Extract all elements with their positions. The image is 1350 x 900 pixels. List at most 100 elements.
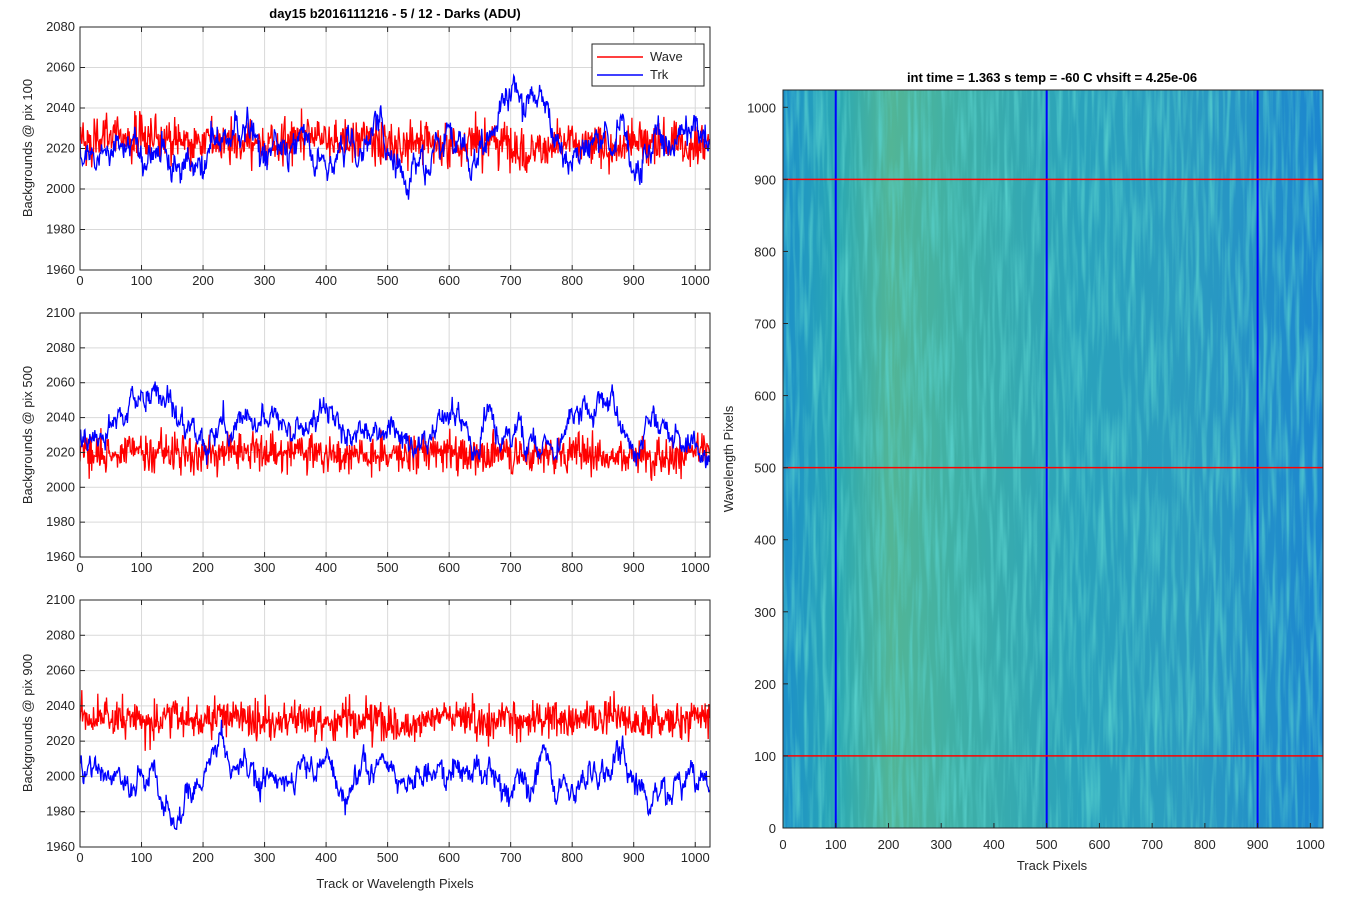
ticks-2: 0 100 200 300 400 500 600 700 800 900 1000 1960 1980… — [46, 305, 710, 575]
x-tick-label: 900 — [623, 560, 645, 575]
heatmap-y-tick-label: 100 — [754, 749, 776, 764]
x-tick-label: 500 — [377, 273, 399, 288]
x-tick-label: 1000 — [681, 850, 710, 865]
x-tick-label: 100 — [131, 273, 153, 288]
plot-lines-2 — [80, 381, 710, 481]
series-wave-line — [80, 108, 710, 175]
x-tick-label: 800 — [561, 560, 583, 575]
heatmap-y-tick-label: 400 — [754, 533, 776, 548]
heatmap-y-tick-label: 200 — [754, 677, 776, 692]
y-axis-label-3: Backgrounds @ pix 900 — [20, 654, 35, 792]
x-tick-label: 900 — [623, 850, 645, 865]
x-tick-label: 700 — [500, 560, 522, 575]
chart-title: day15 b2016111216 - 5 / 12 - Darks (ADU) — [269, 6, 520, 21]
heatmap-y-tick-label: 1000 — [747, 100, 776, 115]
y-axis-label-1: Backgrounds @ pix 100 — [20, 79, 35, 217]
x-tick-label: 1000 — [681, 560, 710, 575]
series-trk-line — [80, 381, 710, 469]
x-tick-label: 500 — [377, 850, 399, 865]
heatmap-x-tick-label: 900 — [1247, 837, 1269, 852]
axes-frame-2 — [79, 312, 711, 558]
x-tick-label: 100 — [131, 560, 153, 575]
y-tick-label: 2060 — [46, 60, 75, 75]
plot-lines-1 — [80, 73, 710, 200]
x-tick-label: 800 — [561, 850, 583, 865]
heatmap-y-tick-label: 300 — [754, 605, 776, 620]
y-tick-label: 2020 — [46, 141, 75, 156]
y-tick-label: 2020 — [46, 733, 75, 748]
heatmap-y-tick-label: 800 — [754, 244, 776, 259]
y-tick-label: 2100 — [46, 305, 75, 320]
x-tick-label: 200 — [192, 560, 214, 575]
heatmap-x-tick-label: 400 — [983, 837, 1005, 852]
x-tick-label: 200 — [192, 850, 214, 865]
legend-label-wave: Wave — [650, 49, 683, 64]
heatmap-x-tick-label: 100 — [825, 837, 847, 852]
x-tick-label: 100 — [131, 850, 153, 865]
x-tick-label: 300 — [254, 560, 276, 575]
x-tick-label: 300 — [254, 850, 276, 865]
heatmap-y-tick-label: 700 — [754, 317, 776, 332]
grid-3 — [79, 599, 710, 848]
heatmap-x-label: Track Pixels — [1017, 858, 1088, 873]
x-tick-label: 200 — [192, 273, 214, 288]
heatmap-y-label: Wavelength Pixels — [721, 405, 736, 512]
y-tick-label: 2060 — [46, 663, 75, 678]
legend: Wave Trk — [591, 43, 705, 87]
x-tick-label: 400 — [315, 850, 337, 865]
heatmap-y-tick-label: 0 — [769, 821, 776, 836]
y-tick-label: 2000 — [46, 768, 75, 783]
heatmap-panel: 0 100 200 300 400 500 600 700 800 900 1000 0 100 200 3… — [721, 70, 1325, 873]
series-wave-line — [80, 690, 710, 751]
heatmap-image — [783, 90, 1323, 828]
heatmap-x-tick-label: 200 — [878, 837, 900, 852]
y-tick-label: 2040 — [46, 100, 75, 115]
x-tick-label: 700 — [500, 273, 522, 288]
heatmap-x-tick-label: 500 — [1036, 837, 1058, 852]
heatmap-x-tick-label: 800 — [1194, 837, 1216, 852]
heatmap-x-tick-label: 600 — [1089, 837, 1111, 852]
y-tick-label: 1960 — [46, 839, 75, 854]
heatmap-texture — [783, 90, 1323, 828]
series-wave-line — [80, 426, 710, 481]
ticks-3: 0 100 200 300 400 500 600 700 800 900 1000 1960 1980… — [46, 592, 710, 865]
x-tick-label: 0 — [76, 273, 83, 288]
x-tick-label: 0 — [76, 560, 83, 575]
x-tick-label: 600 — [438, 273, 460, 288]
y-tick-label: 1980 — [46, 222, 75, 237]
heatmap-ticks: 0 100 200 300 400 500 600 700 800 900 1000 0 100 200 3… — [747, 100, 1325, 852]
x-tick-label: 500 — [377, 560, 399, 575]
line-panel-3: 0 100 200 300 400 500 600 700 800 900 1000 1960 1980… — [20, 592, 711, 891]
axes-frame-3 — [79, 599, 711, 848]
y-tick-label: 1960 — [46, 549, 75, 564]
heatmap-x-tick-label: 1000 — [1296, 837, 1325, 852]
heatmap-y-tick-label: 500 — [754, 461, 776, 476]
y-tick-label: 2080 — [46, 340, 75, 355]
heatmap-x-tick-label: 0 — [779, 837, 786, 852]
y-tick-label: 2080 — [46, 627, 75, 642]
y-tick-label: 2100 — [46, 592, 75, 607]
x-axis-label-3: Track or Wavelength Pixels — [316, 876, 474, 891]
y-tick-label: 2040 — [46, 698, 75, 713]
x-tick-label: 600 — [438, 850, 460, 865]
series-trk-line — [80, 73, 710, 200]
plot-lines-3 — [80, 690, 710, 831]
x-tick-label: 600 — [438, 560, 460, 575]
heatmap-title: int time = 1.363 s temp = -60 C vhsift =… — [907, 70, 1197, 85]
y-tick-label: 2080 — [46, 19, 75, 34]
heatmap-frame — [782, 89, 1324, 829]
legend-label-trk: Trk — [650, 67, 669, 82]
x-tick-label: 400 — [315, 273, 337, 288]
y-tick-label: 1980 — [46, 514, 75, 529]
x-tick-label: 800 — [561, 273, 583, 288]
ticks-1: 0 100 200 300 400 500 600 700 800 900 1000 1960 1980… — [46, 19, 710, 288]
y-tick-label: 2040 — [46, 410, 75, 425]
x-tick-label: 0 — [76, 850, 83, 865]
heatmap-y-tick-label: 900 — [754, 172, 776, 187]
x-tick-label: 400 — [315, 560, 337, 575]
series-trk-line — [80, 719, 710, 831]
heatmap-marker-lines — [783, 90, 1323, 828]
y-tick-label: 2000 — [46, 479, 75, 494]
heatmap-x-tick-label: 700 — [1141, 837, 1163, 852]
